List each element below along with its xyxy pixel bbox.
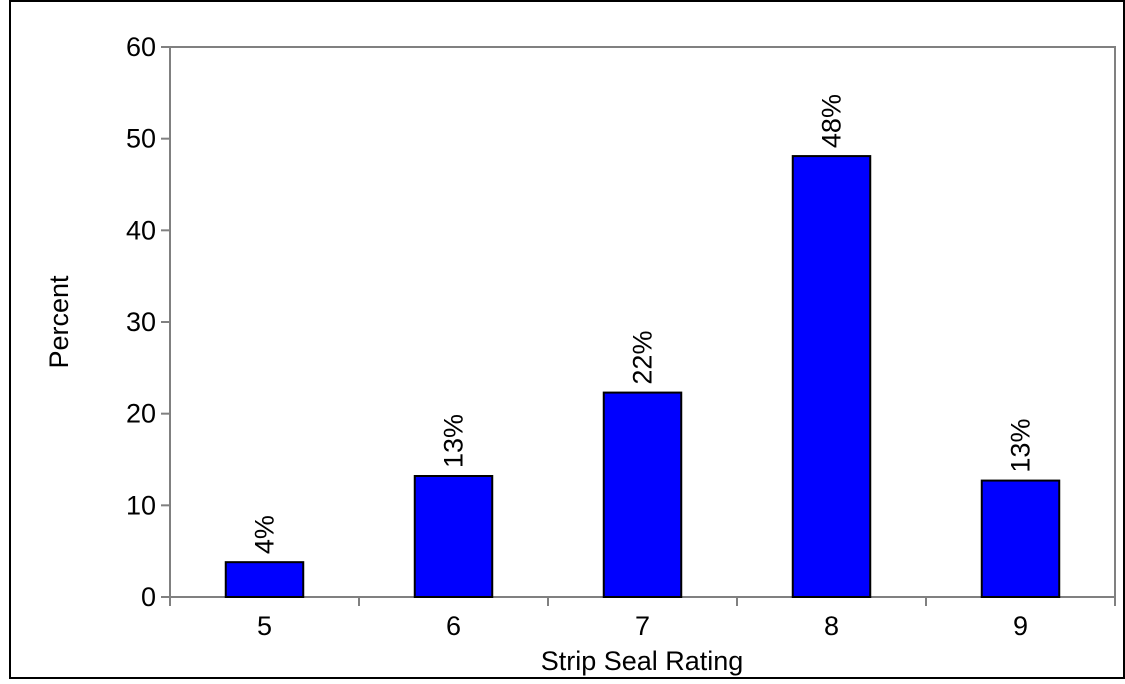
x-tick-label: 7 — [635, 611, 650, 641]
y-tick-label: 0 — [141, 582, 156, 612]
x-axis-title: Strip Seal Rating — [541, 646, 744, 676]
chart-border — [9, 0, 1125, 679]
data-label: 13% — [1006, 419, 1036, 473]
y-tick-label: 30 — [126, 307, 156, 337]
data-label: 22% — [628, 331, 658, 385]
x-tick-label: 9 — [1013, 611, 1028, 641]
x-tick-label: 6 — [446, 611, 461, 641]
y-axis: 0 10 20 30 40 50 60 — [126, 32, 170, 612]
bar — [791, 155, 872, 598]
y-tick-label: 50 — [126, 124, 156, 154]
bar — [224, 561, 305, 599]
data-labels: 4% 13% 22% 48% 13% — [250, 94, 1036, 554]
data-label: 48% — [817, 94, 847, 148]
x-tick-label: 5 — [257, 611, 272, 641]
bar — [602, 391, 683, 599]
x-axis: 5 6 7 8 9 — [169, 597, 1116, 641]
bars — [224, 155, 1061, 599]
bar — [980, 479, 1061, 599]
data-label: 4% — [250, 515, 280, 554]
x-tick-label: 8 — [824, 611, 839, 641]
y-axis-title: Percent — [44, 275, 74, 369]
y-tick-label: 60 — [126, 32, 156, 62]
y-tick-label: 40 — [126, 215, 156, 245]
bar — [413, 475, 494, 598]
y-tick-label: 20 — [126, 399, 156, 429]
data-label: 13% — [439, 414, 469, 468]
y-tick-label: 10 — [126, 490, 156, 520]
